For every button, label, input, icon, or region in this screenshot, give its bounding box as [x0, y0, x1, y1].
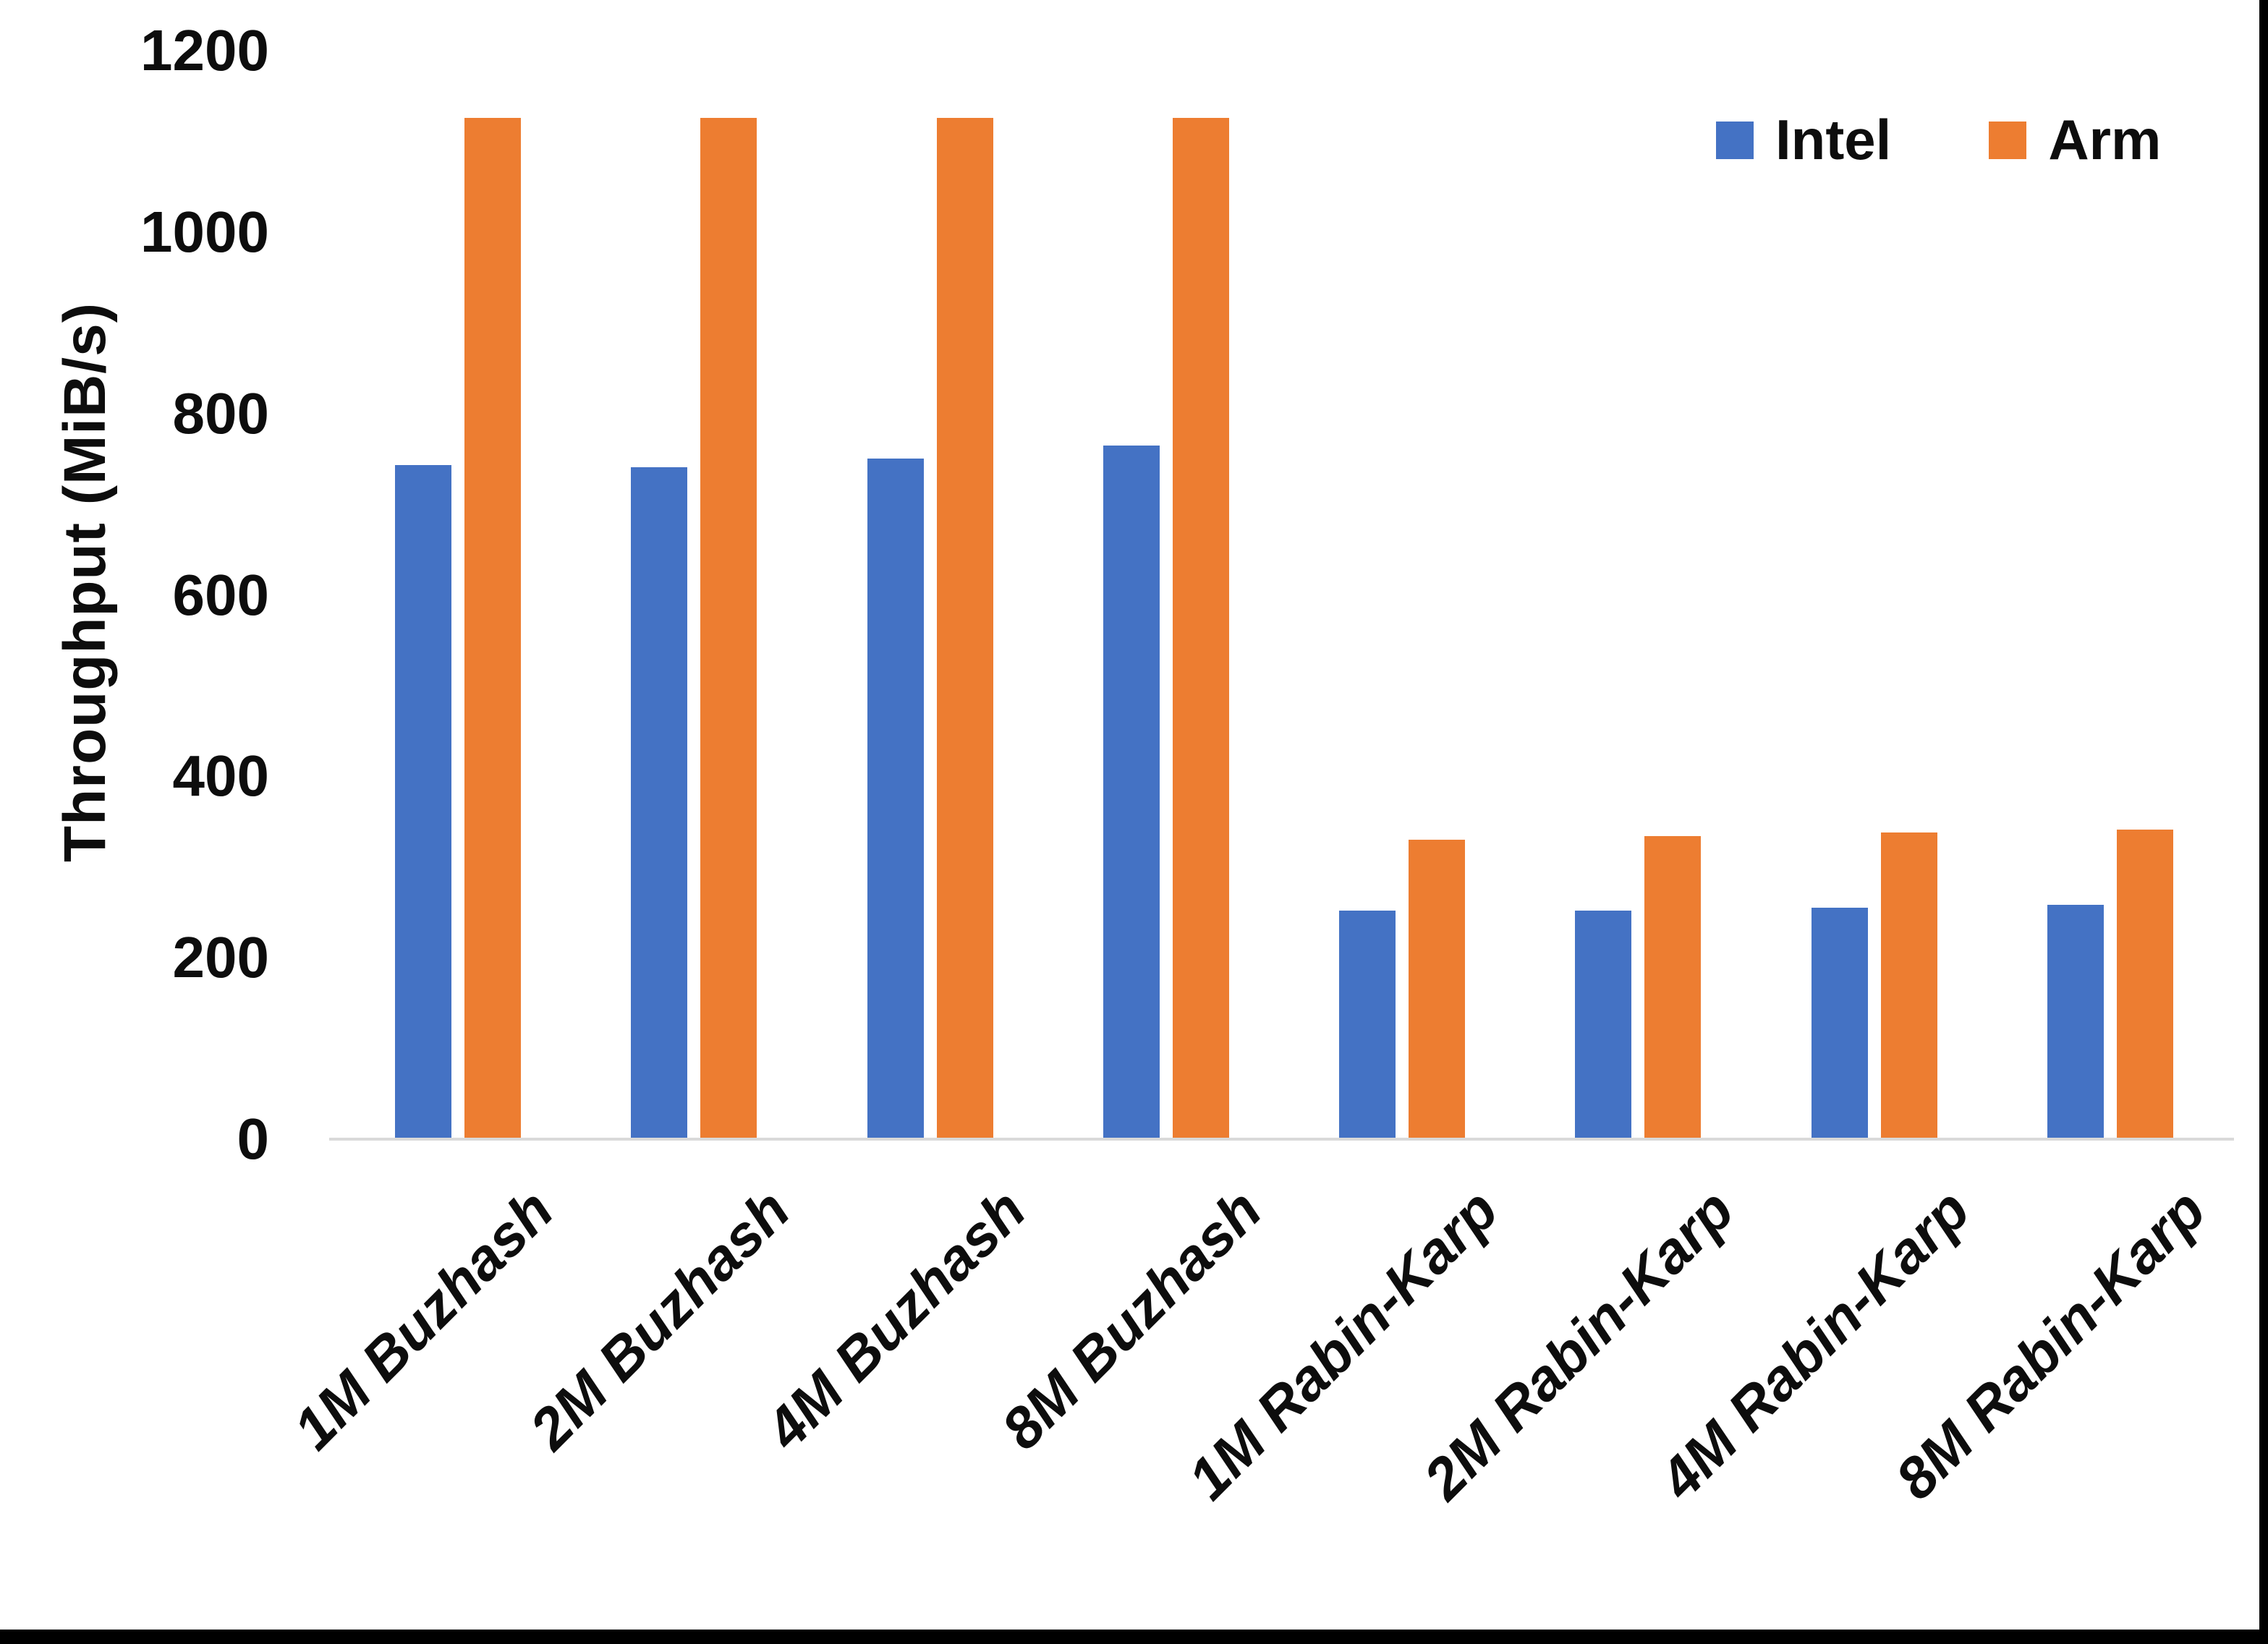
bar-group-4m-buzhash: 4M Buzhash: [753, 51, 1048, 1462]
bar-pair: [1048, 51, 1284, 1139]
bar-arm-1m-buzhash: [464, 117, 522, 1139]
bar-group-8m-buzhash: 8M Buzhash: [990, 51, 1284, 1462]
y-tick-label-1200: 1200: [140, 18, 269, 82]
bar-group-1m-rabin-karp: 1M Rabin-Karp: [1176, 51, 1520, 1512]
bar-intel-2m-buzhash: [631, 467, 688, 1139]
bar-arm-2m-rabin-karp: [1644, 836, 1702, 1139]
bar-pair: [340, 51, 576, 1139]
x-axis-line: [329, 1138, 2234, 1141]
y-tick-label-200: 200: [172, 925, 269, 990]
bar-pair: [812, 51, 1048, 1139]
bar-arm-4m-buzhash: [936, 117, 993, 1139]
bar-pair: [1520, 51, 1756, 1139]
bar-intel-8m-rabin-karp: [2047, 905, 2104, 1139]
plot-area: 1M Buzhash 2M Buzhash 4M Buzhash 8M Buzhash…: [281, 51, 2234, 1512]
bar-group-2m-rabin-karp: 2M Rabin-Karp: [1411, 51, 1756, 1512]
y-tick-label-0: 0: [237, 1107, 270, 1171]
bar-arm-8m-buzhash: [1172, 117, 1229, 1139]
bar-pair: [576, 51, 812, 1139]
bar-groups-layer: 1M Buzhash 2M Buzhash 4M Buzhash 8M Buzhash…: [281, 51, 2228, 1512]
bar-intel-1m-rabin-karp: [1339, 910, 1396, 1139]
y-tick-label-800: 800: [172, 380, 269, 446]
bar-arm-2m-buzhash: [700, 117, 757, 1139]
y-axis-tick-labels: 0 200 400 600 800 1000 1200: [0, 22, 269, 1168]
bar-intel-1m-buzhash: [395, 465, 452, 1139]
bar-arm-1m-rabin-karp: [1409, 840, 1466, 1139]
y-tick-label-1000: 1000: [140, 199, 269, 264]
bar-pair: [1284, 51, 1520, 1139]
bar-arm-4m-rabin-karp: [1880, 832, 1937, 1139]
bar-arm-8m-rabin-karp: [2116, 830, 2173, 1139]
bar-pair: [1757, 51, 1992, 1139]
bar-pair: [1992, 51, 2228, 1139]
legend-label-arm: Arm: [2048, 108, 2162, 171]
y-tick-label-400: 400: [172, 744, 269, 809]
screenshot-bottom-border: [0, 1630, 2268, 1644]
y-tick-label-600: 600: [172, 562, 269, 627]
bar-intel-8m-buzhash: [1103, 445, 1160, 1139]
legend-item-intel: Intel: [1716, 107, 1891, 173]
bar-group-4m-rabin-karp: 4M Rabin-Karp: [1647, 51, 1992, 1512]
bar-group-2m-buzhash: 2M Buzhash: [517, 51, 812, 1462]
bar-intel-4m-buzhash: [867, 459, 924, 1139]
legend-item-arm: Arm: [1989, 107, 2161, 173]
bar-group-1m-buzhash: 1M Buzhash: [281, 51, 576, 1462]
bar-group-8m-rabin-karp: 8M Rabin-Karp: [1883, 51, 2228, 1512]
legend-label-intel: Intel: [1775, 108, 1892, 171]
legend-swatch-arm: [1989, 121, 2027, 159]
bar-intel-4m-rabin-karp: [1811, 908, 1868, 1139]
bar-intel-2m-rabin-karp: [1575, 910, 1632, 1139]
legend-swatch-intel: [1716, 121, 1754, 159]
legend: Intel Arm: [1716, 107, 2161, 173]
screenshot-right-border: [2259, 0, 2268, 1644]
